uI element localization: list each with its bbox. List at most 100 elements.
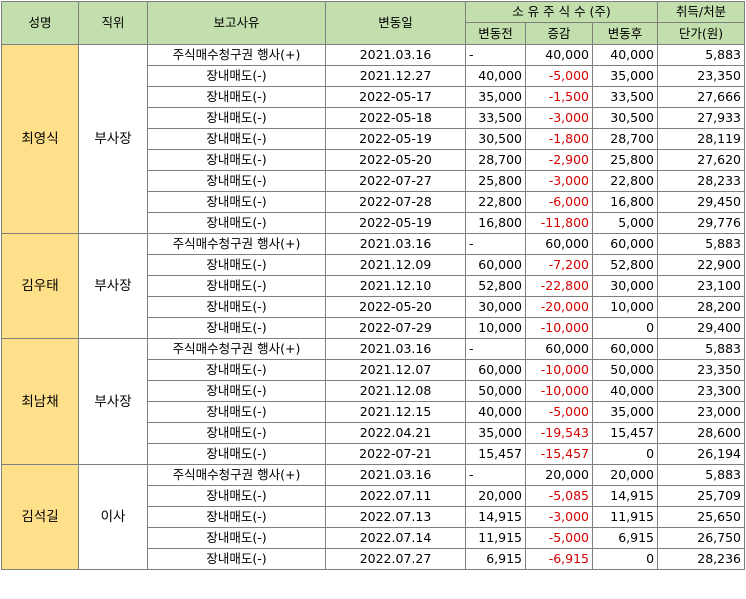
shares-before: 22,800 (465, 191, 526, 213)
shares-change: 20,000 (525, 464, 593, 486)
shares-change: -19,543 (525, 422, 593, 444)
change-date: 2021.12.27 (325, 65, 466, 87)
report-reason: 장내매도(-) (147, 317, 326, 339)
unit-price: 25,650 (657, 506, 746, 528)
change-date: 2021.03.16 (325, 464, 466, 486)
shares-before: 6,915 (465, 548, 526, 570)
report-reason: 장내매도(-) (147, 107, 326, 129)
report-reason: 장내매도(-) (147, 65, 326, 87)
shares-change: -20,000 (525, 296, 593, 318)
report-reason: 장내매도(-) (147, 401, 326, 423)
change-date: 2022-05-20 (325, 296, 466, 318)
shares-after: 16,800 (591, 191, 659, 213)
header-price-bottom: 단가(원) (657, 22, 746, 45)
shares-change: -5,000 (525, 527, 593, 549)
shares-change: -6,000 (525, 191, 593, 213)
shares-after: 35,000 (591, 65, 659, 87)
report-reason: 장내매도(-) (147, 254, 326, 276)
shares-change: 60,000 (525, 338, 593, 360)
shares-before: 10,000 (465, 317, 526, 339)
shares-after: 40,000 (591, 44, 659, 66)
shares-after: 52,800 (591, 254, 659, 276)
change-date: 2022-05-17 (325, 86, 466, 108)
report-reason: 장내매도(-) (147, 359, 326, 381)
person-position: 이사 (78, 464, 148, 570)
change-date: 2021.12.09 (325, 254, 466, 276)
unit-price: 29,776 (657, 212, 746, 234)
table-row: 장내매도(-) 2021.12.08 50,000 -10,000 40,000 23,3… (2, 380, 746, 402)
report-reason: 장내매도(-) (147, 485, 326, 507)
unit-price: 28,236 (657, 548, 746, 570)
shares-before: 33,500 (465, 107, 526, 129)
report-reason: 장내매도(-) (147, 380, 326, 402)
shares-change: -3,000 (525, 107, 593, 129)
person-name: 최영식 (1, 44, 79, 234)
shares-before: 14,915 (465, 506, 526, 528)
shares-change: -5,000 (525, 401, 593, 423)
unit-price: 26,194 (657, 443, 746, 465)
person-position: 부사장 (78, 44, 148, 234)
shares-after: 50,000 (591, 359, 659, 381)
shares-after: 60,000 (591, 233, 659, 255)
unit-price: 29,400 (657, 317, 746, 339)
report-reason: 장내매도(-) (147, 86, 326, 108)
header-row-top: 성명 직위 보고사유 변동일 소 유 주 식 수 (주) 취득/처분 (1, 1, 746, 45)
change-date: 2022.07.13 (325, 506, 466, 528)
unit-price: 5,883 (657, 44, 746, 66)
report-reason: 장내매도(-) (147, 170, 326, 192)
unit-price: 29,450 (657, 191, 746, 213)
shares-change: -7,200 (525, 254, 593, 276)
table-row: 장내매도(-) 2022-05-19 16,800 -11,800 5,000 29,77… (2, 212, 746, 234)
report-reason: 장내매도(-) (147, 527, 326, 549)
table-row: 장내매도(-) 2022.07.27 6,915 -6,915 0 28,236 (2, 548, 746, 570)
shares-after: 10,000 (591, 296, 659, 318)
report-reason: 장내매도(-) (147, 191, 326, 213)
header-after: 변동후 (591, 22, 659, 45)
shares-change: -5,000 (525, 65, 593, 87)
change-date: 2022-07-28 (325, 191, 466, 213)
unit-price: 5,883 (657, 233, 746, 255)
shares-before: 28,700 (465, 149, 526, 171)
report-reason: 주식매수청구권 행사(+) (147, 464, 326, 486)
shares-after: 33,500 (591, 86, 659, 108)
shares-after: 28,700 (591, 128, 659, 150)
unit-price: 5,883 (657, 338, 746, 360)
change-date: 2021.03.16 (325, 233, 466, 255)
header-price-top: 취득/처분 (657, 1, 746, 23)
unit-price: 22,900 (657, 254, 746, 276)
report-reason: 주식매수청구권 행사(+) (147, 233, 326, 255)
table-row: 최남채 부사장 주식매수청구권 행사(+) 2021.03.16-60,000 60,0… (1, 338, 746, 465)
shares-after: 35,000 (591, 401, 659, 423)
header-change: 증감 (525, 22, 593, 45)
report-reason: 장내매도(-) (147, 296, 326, 318)
unit-price: 25,709 (657, 485, 746, 507)
shares-after: 0 (591, 548, 659, 570)
shares-after: 20,000 (591, 464, 659, 486)
shares-before: 11,915 (465, 527, 526, 549)
shares-change: -10,000 (525, 359, 593, 381)
shares-after: 14,915 (591, 485, 659, 507)
shares-after: 60,000 (591, 338, 659, 360)
report-reason: 장내매도(-) (147, 149, 326, 171)
unit-price: 28,233 (657, 170, 746, 192)
person-name: 최남채 (1, 338, 79, 465)
unit-price: 23,300 (657, 380, 746, 402)
change-date: 2022.07.14 (325, 527, 466, 549)
report-reason: 장내매도(-) (147, 212, 326, 234)
unit-price: 28,600 (657, 422, 746, 444)
table-row: 장내매도(-) 2022.04.21 35,000 -19,543 15,457 28,6… (2, 422, 746, 444)
change-date: 2022-05-19 (325, 128, 466, 150)
change-date: 2021.03.16 (325, 44, 466, 66)
shares-after: 0 (591, 443, 659, 465)
change-date: 2021.12.07 (325, 359, 466, 381)
shares-before: - (465, 233, 526, 255)
shares-before: 35,000 (465, 86, 526, 108)
header-date: 변동일 (325, 1, 466, 45)
report-reason: 장내매도(-) (147, 128, 326, 150)
table-row: 최영식 부사장 주식매수청구권 행사(+) 2021.03.16-40,000 40,0… (1, 44, 746, 234)
shares-before: 25,800 (465, 170, 526, 192)
change-date: 2021.12.15 (325, 401, 466, 423)
unit-price: 23,350 (657, 359, 746, 381)
header-position: 직위 (78, 1, 148, 45)
shares-after: 30,000 (591, 275, 659, 297)
